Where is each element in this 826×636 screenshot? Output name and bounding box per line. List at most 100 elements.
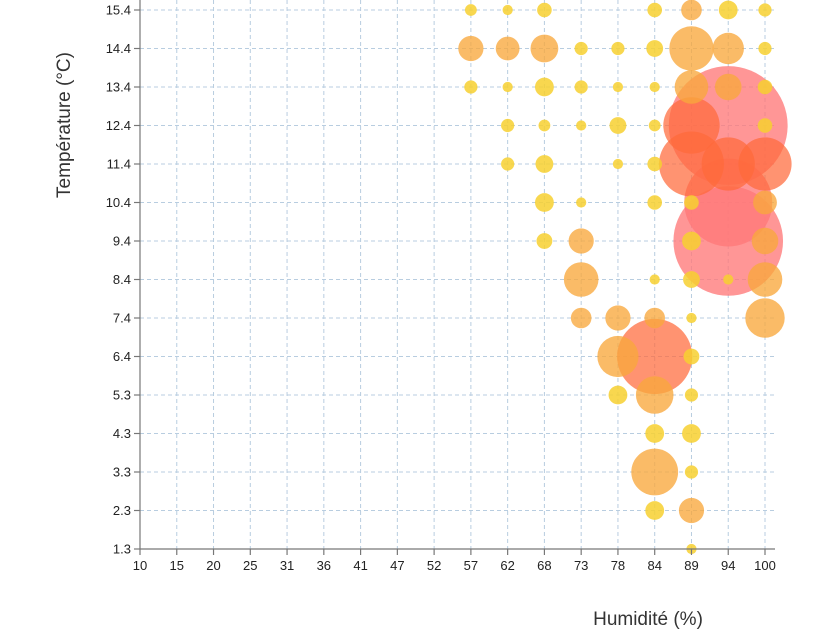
- y-tick-label: 1.3: [113, 542, 131, 557]
- y-tick-label: 14.4: [106, 41, 131, 56]
- bubble-68-13.4[interactable]: [535, 77, 554, 97]
- bubble-57-14.4[interactable]: [458, 35, 484, 62]
- bubble-84-13.4[interactable]: [649, 81, 660, 93]
- bubble-62-12.4[interactable]: [501, 118, 515, 133]
- bubble-100-13.4[interactable]: [757, 79, 773, 95]
- bubble-89-8.4[interactable]: [683, 271, 700, 288]
- x-tick-label: 94: [721, 558, 735, 573]
- bubble-84-6.4[interactable]: [617, 318, 693, 395]
- bubble-73-9.4[interactable]: [568, 228, 594, 254]
- x-axis-title: Humidité (%): [593, 609, 703, 630]
- bubble-89-3.3[interactable]: [684, 465, 699, 479]
- y-tick-label: 12.4: [106, 118, 131, 133]
- y-tick-label: 11.4: [107, 157, 131, 172]
- x-tick-label: 10: [133, 558, 147, 573]
- x-tick-label: 73: [574, 558, 588, 573]
- bubble-62-14.4[interactable]: [495, 36, 520, 61]
- bubble-73-8.4[interactable]: [563, 262, 599, 297]
- bubble-84-7.4[interactable]: [644, 307, 666, 329]
- x-tick-label: 100: [754, 558, 776, 573]
- bubble-89-9.4[interactable]: [682, 231, 701, 251]
- bubble-68-11.4[interactable]: [535, 155, 554, 173]
- bubble-78-14.4[interactable]: [611, 41, 625, 56]
- bubble-73-13.4[interactable]: [574, 80, 588, 94]
- bubble-100-12.4[interactable]: [757, 118, 773, 133]
- bubble-100-11.4[interactable]: [738, 137, 792, 191]
- bubble-84-8.4[interactable]: [649, 274, 660, 285]
- bubble-100-8.4[interactable]: [747, 262, 783, 297]
- x-axis-ticks: 10 15 20 25 31 36 41 47 52 57 62 68 73 78 84 89 94 100: [133, 549, 776, 573]
- y-tick-label: 15.4: [106, 3, 131, 18]
- bubble-89-5.3[interactable]: [684, 388, 699, 402]
- bubble-84-11.4[interactable]: [647, 156, 663, 172]
- bubble-89-10.4[interactable]: [684, 195, 699, 210]
- x-tick-label: 57: [464, 558, 478, 573]
- y-tick-label: 5.3: [113, 388, 131, 403]
- bubble-89-15.4[interactable]: [681, 0, 702, 21]
- y-tick-label: 4.3: [113, 426, 131, 441]
- bubble-84-14.4[interactable]: [646, 40, 664, 57]
- bubble-57-15.4[interactable]: [464, 4, 477, 16]
- x-tick-label: 89: [684, 558, 698, 573]
- bubble-94-11.4[interactable]: [701, 137, 755, 191]
- bubble-94-8.4[interactable]: [723, 274, 734, 285]
- bubble-78-5.3[interactable]: [608, 385, 628, 405]
- x-tick-label: 25: [243, 558, 257, 573]
- axes: [139, 0, 775, 550]
- bubble-68-12.4[interactable]: [538, 119, 551, 132]
- bubble-73-12.4[interactable]: [576, 120, 587, 131]
- x-tick-label: 47: [390, 558, 404, 573]
- bubble-89-6.4[interactable]: [683, 348, 700, 365]
- bubble-94-15.4[interactable]: [718, 0, 738, 20]
- bubble-68-14.4[interactable]: [530, 34, 559, 63]
- bubble-73-7.4[interactable]: [570, 307, 592, 329]
- bubble-62-13.4[interactable]: [502, 81, 513, 93]
- x-tick-label: 31: [280, 558, 294, 573]
- bubble-84-4.3[interactable]: [645, 424, 665, 443]
- bubble-89-14.4[interactable]: [669, 26, 714, 71]
- bubble-84-5.3[interactable]: [635, 376, 674, 414]
- bubble-62-11.4[interactable]: [501, 157, 515, 171]
- bubble-89-4.3[interactable]: [682, 424, 701, 443]
- bubble-57-13.4[interactable]: [464, 80, 478, 94]
- bubble-68-15.4[interactable]: [537, 2, 552, 18]
- bubble-84-12.4[interactable]: [648, 119, 661, 132]
- y-tick-label: 10.4: [106, 195, 131, 210]
- x-tick-label: 84: [647, 558, 661, 573]
- bubble-94-14.4[interactable]: [712, 32, 744, 65]
- x-tick-label: 41: [353, 558, 367, 573]
- bubble-100-14.4[interactable]: [758, 41, 772, 56]
- bubble-100-15.4[interactable]: [758, 3, 772, 17]
- bubble-84-15.4[interactable]: [647, 2, 663, 18]
- bubble-78-12.4[interactable]: [609, 117, 627, 134]
- y-tick-label: 7.4: [113, 311, 131, 326]
- bubble-78-6.4[interactable]: [597, 335, 639, 378]
- x-tick-label: 36: [317, 558, 331, 573]
- y-tick-label: 3.3: [113, 465, 131, 480]
- bubble-78-13.4[interactable]: [612, 81, 624, 93]
- bubble-89-13.4[interactable]: [674, 70, 709, 104]
- bubble-84-2.3[interactable]: [645, 501, 665, 520]
- bubble-89-2.3[interactable]: [678, 497, 705, 524]
- bubble-84-10.4[interactable]: [647, 195, 663, 210]
- bubble-100-10.4[interactable]: [753, 190, 777, 215]
- bubble-73-14.4[interactable]: [574, 41, 588, 56]
- y-tick-label: 13.4: [106, 80, 131, 95]
- x-tick-label: 52: [427, 558, 441, 573]
- bubble-94-13.4[interactable]: [714, 73, 742, 101]
- bubble-78-11.4[interactable]: [612, 158, 624, 170]
- bubble-73-10.4[interactable]: [576, 197, 587, 208]
- x-tick-label: 62: [500, 558, 514, 573]
- bubble-100-9.4[interactable]: [751, 227, 779, 255]
- x-tick-label: 78: [611, 558, 625, 573]
- bubble-89-12.4[interactable]: [663, 97, 720, 154]
- x-tick-label: 15: [170, 558, 184, 573]
- bubble-89-7.4[interactable]: [686, 312, 697, 324]
- bubble-68-10.4[interactable]: [535, 193, 554, 212]
- bubble-84-3.3[interactable]: [631, 448, 679, 496]
- bubble-62-15.4[interactable]: [502, 4, 513, 16]
- bubble-100-7.4[interactable]: [745, 298, 785, 338]
- bubble-78-7.4[interactable]: [605, 305, 631, 331]
- x-tick-label: 68: [537, 558, 551, 573]
- bubble-68-9.4[interactable]: [536, 233, 553, 249]
